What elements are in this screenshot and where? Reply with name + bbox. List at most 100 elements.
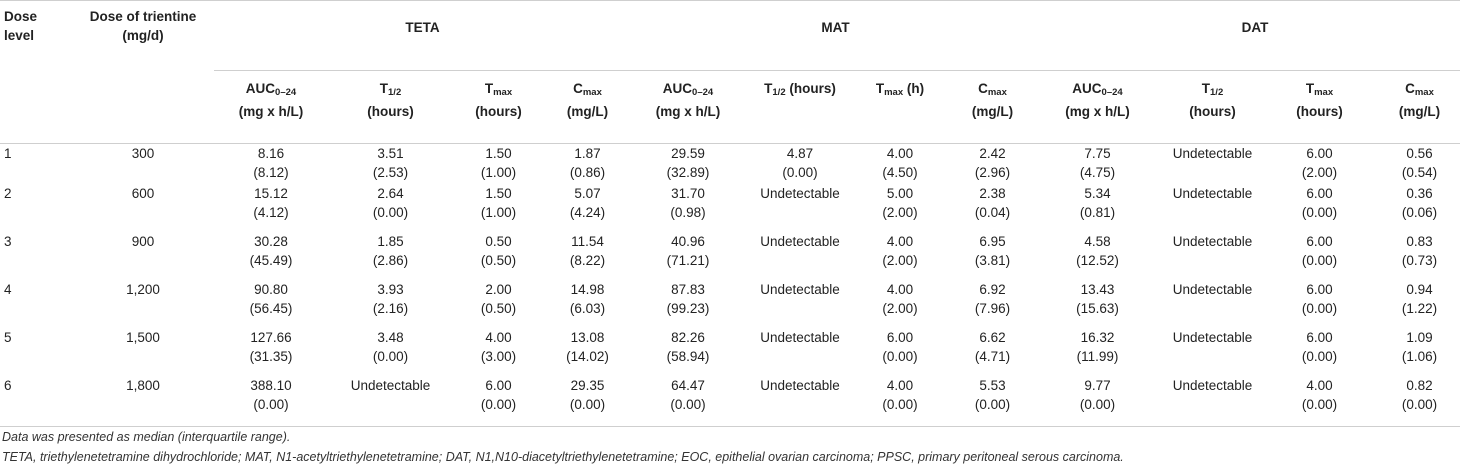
dose-trientine-header: Dose of trientine (mg/d) xyxy=(72,0,214,144)
iqr-value: (0.00) xyxy=(569,397,606,412)
value-cell: 29.59 (32.89) xyxy=(631,144,745,185)
value-cell: Undetectable xyxy=(745,232,855,280)
dose-level-header: Dose level xyxy=(0,0,72,144)
median-value: 14.98 xyxy=(570,282,605,297)
median-value: Undetectable xyxy=(760,234,840,249)
value-cell: 5.00 (2.00) xyxy=(855,184,945,232)
median-value: 5.00 xyxy=(886,186,914,201)
median-value: 31.70 xyxy=(671,186,705,201)
parameter-symbol: T xyxy=(1201,81,1211,96)
value-cell: 7.75 (4.75) xyxy=(1040,144,1155,185)
median-value: 0.83 xyxy=(1406,234,1433,249)
iqr-value: (0.00) xyxy=(1301,397,1338,412)
iqr-value: (0.98) xyxy=(670,205,706,220)
median-value: 13.43 xyxy=(1080,282,1115,297)
median-value: Undetectable xyxy=(1172,146,1253,161)
median-value: 4.00 xyxy=(485,330,512,345)
value-cell: 6.92 (7.96) xyxy=(945,280,1040,328)
median-value: Undetectable xyxy=(1172,378,1253,393)
parameter-header: T1/2 (hours) xyxy=(328,70,453,144)
table-body: 1 300 8.16 (8.12) 3.51 (2.53) 1.50 (1.00) 1.87 (0… xyxy=(0,144,1460,427)
parameter-symbol: AUC xyxy=(662,81,693,96)
iqr-value: (0.50) xyxy=(480,253,517,268)
median-value: 13.08 xyxy=(570,330,605,345)
parameter-unit: (hours) xyxy=(1189,104,1236,119)
value-cell: 2.42 (2.96) xyxy=(945,144,1040,185)
median-value: 6.00 xyxy=(485,378,512,393)
value-cell: 6.00 (0.00) xyxy=(1270,184,1369,232)
iqr-value: (1.00) xyxy=(480,165,517,180)
header-row-groups: Dose level Dose of trientine (mg/d) TETA… xyxy=(0,0,1460,144)
value-cell: 4.00 (0.00) xyxy=(855,376,945,427)
parameter-subscript: 0–24 xyxy=(1101,87,1123,98)
iqr-value: (0.00) xyxy=(782,165,818,180)
table-row: 5 1,500 127.66 (31.35) 3.48 (0.00) 4.00 (3.00) 1… xyxy=(0,328,1460,376)
iqr-value: (0.00) xyxy=(1079,397,1116,412)
value-cell: 6.00 (0.00) xyxy=(1270,328,1369,376)
value-cell: 5.34 (0.81) xyxy=(1040,184,1155,232)
median-value: 4.00 xyxy=(886,234,914,249)
median-value: 5.34 xyxy=(1084,186,1111,201)
median-value: 7.75 xyxy=(1084,146,1111,161)
value-cell: 90.80 (56.45) xyxy=(214,280,328,328)
median-value: 1.50 xyxy=(485,186,512,201)
value-cell: 0.36 (0.06) xyxy=(1369,184,1460,232)
value-cell: 29.35 (0.00) xyxy=(544,376,631,427)
median-value: 6.00 xyxy=(886,330,914,345)
value-cell: 13.43 (15.63) xyxy=(1040,280,1155,328)
iqr-value: (45.49) xyxy=(249,253,293,268)
value-cell: 2.38 (0.04) xyxy=(945,184,1040,232)
median-value: 3.48 xyxy=(377,330,404,345)
parameter-symbol: T xyxy=(379,81,389,96)
parameter-header: AUC0–24 (mg x h/L) xyxy=(631,70,745,144)
value-cell: 6.00 (0.00) xyxy=(453,376,544,427)
parameter-header: Cmax (mg/L) xyxy=(945,70,1040,144)
median-value: 11.54 xyxy=(571,234,604,249)
value-cell: 2.64 (0.00) xyxy=(328,184,453,232)
table-row: 1 300 8.16 (8.12) 3.51 (2.53) 1.50 (1.00) 1.87 (0… xyxy=(0,144,1460,185)
median-value: Undetectable xyxy=(350,378,431,393)
value-cell: 4.00 (3.00) xyxy=(453,328,544,376)
iqr-value: (58.94) xyxy=(666,349,710,364)
median-value: 2.64 xyxy=(377,186,404,201)
median-value: 5.07 xyxy=(574,186,601,201)
parameter-subscript: 1/2 xyxy=(772,87,786,98)
median-value: 87.83 xyxy=(671,282,705,297)
iqr-value: (2.96) xyxy=(974,165,1011,180)
median-value: Undetectable xyxy=(1172,282,1253,297)
median-value: Undetectable xyxy=(760,282,840,297)
parameter-subscript: max xyxy=(884,87,904,98)
iqr-value: (1.22) xyxy=(1401,301,1438,316)
iqr-value: (2.53) xyxy=(372,165,409,180)
iqr-value: (0.00) xyxy=(1301,301,1338,316)
group-header-mat: MAT xyxy=(631,0,1040,71)
median-value: 3.51 xyxy=(377,146,404,161)
iqr-value: (0.86) xyxy=(569,165,606,180)
parameter-subscript: 0–24 xyxy=(692,87,714,98)
median-value: 6.92 xyxy=(979,282,1006,297)
footnote-median: Data was presented as median (interquart… xyxy=(2,430,291,444)
iqr-value: (0.04) xyxy=(974,205,1011,220)
median-value: 4.00 xyxy=(886,378,914,393)
value-cell: 4.58 (12.52) xyxy=(1040,232,1155,280)
parameter-header: T1/2 (hours) xyxy=(745,70,855,144)
value-cell: 1.09 (1.06) xyxy=(1369,328,1460,376)
value-cell: 1.85 (2.86) xyxy=(328,232,453,280)
median-value: 0.56 xyxy=(1406,146,1433,161)
iqr-value: (6.03) xyxy=(569,301,606,316)
median-value: 40.96 xyxy=(671,234,705,249)
median-value: 1.85 xyxy=(377,234,404,249)
median-value: 6.00 xyxy=(1306,282,1333,297)
iqr-value: (0.00) xyxy=(882,349,918,364)
value-cell: 82.26 (58.94) xyxy=(631,328,745,376)
dose-level-cell: 3 xyxy=(4,234,12,249)
iqr-value: (4.71) xyxy=(974,349,1011,364)
value-cell: 0.56 (0.54) xyxy=(1369,144,1460,185)
median-value: 4.87 xyxy=(786,146,814,161)
median-value: 2.38 xyxy=(979,186,1006,201)
iqr-value: (71.21) xyxy=(666,253,710,268)
median-value: 29.35 xyxy=(570,378,605,393)
value-cell: 388.10 (0.00) xyxy=(214,376,328,427)
table-footnotes: Data was presented as median (interquart… xyxy=(2,427,1124,467)
